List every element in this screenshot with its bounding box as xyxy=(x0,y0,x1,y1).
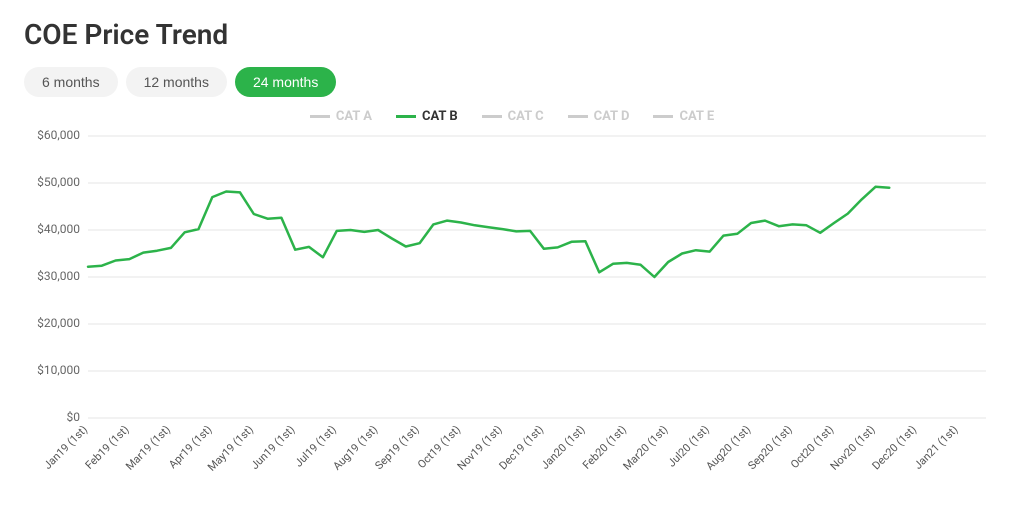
x-tick-label: Jan20 (1st) xyxy=(538,423,587,472)
period-pill-12-months[interactable]: 12 months xyxy=(126,67,227,97)
x-tick-label: Jan21 (1st) xyxy=(912,423,961,472)
x-tick-label: Dec19 (1st) xyxy=(497,423,547,473)
x-tick-label: Nov19 (1st) xyxy=(455,423,505,473)
page-title: COE Price Trend xyxy=(24,18,1000,51)
period-pill-24-months[interactable]: 24 months xyxy=(235,67,336,97)
period-selector: 6 months 12 months 24 months xyxy=(24,67,1000,97)
price-trend-chart: $0 $10,000 $20,000 $30,000 $40,000 $50,000 $60… xyxy=(24,130,1000,510)
legend-label-cat-c: CAT C xyxy=(508,109,544,124)
legend-swatch-cat-d xyxy=(568,115,588,118)
legend-label-cat-b: CAT B xyxy=(422,109,458,124)
x-tick-label: Mar20 (1st) xyxy=(621,423,671,473)
legend-item-cat-b[interactable]: CAT B xyxy=(396,109,458,124)
y-tick-label: $0 xyxy=(67,410,81,424)
x-tick-label: Aug19 (1st) xyxy=(330,423,380,473)
legend-item-cat-e[interactable]: CAT E xyxy=(653,109,714,124)
chart-legend: CAT A CAT B CAT C CAT D CAT E xyxy=(24,109,1000,124)
period-pill-6-months[interactable]: 6 months xyxy=(24,67,118,97)
legend-item-cat-c[interactable]: CAT C xyxy=(482,109,544,124)
legend-swatch-cat-a xyxy=(310,115,330,118)
legend-label-cat-e: CAT E xyxy=(679,109,714,124)
legend-label-cat-a: CAT A xyxy=(336,109,372,124)
x-tick-label: Aug20 (1st) xyxy=(703,423,753,473)
y-tick-label: $60,000 xyxy=(37,130,80,142)
x-tick-label: Sep20 (1st) xyxy=(745,423,794,472)
x-tick-label: Dec20 (1st) xyxy=(870,423,920,473)
legend-swatch-cat-b xyxy=(396,115,416,118)
x-tick-label: Jun19 (1st) xyxy=(248,423,297,472)
legend-swatch-cat-e xyxy=(653,115,673,118)
y-tick-label: $10,000 xyxy=(37,363,80,377)
y-tick-label: $20,000 xyxy=(37,316,80,330)
x-tick-label: Nov20 (1st) xyxy=(828,423,878,473)
legend-item-cat-d[interactable]: CAT D xyxy=(568,109,630,124)
legend-item-cat-a[interactable]: CAT A xyxy=(310,109,372,124)
x-tick-label: Jan19 (1st) xyxy=(41,423,90,472)
y-tick-label: $40,000 xyxy=(37,222,80,236)
legend-swatch-cat-c xyxy=(482,115,502,118)
x-tick-label: Mar19 (1st) xyxy=(123,423,173,473)
x-tick-label: Sep19 (1st) xyxy=(372,423,421,472)
legend-label-cat-d: CAT D xyxy=(594,109,630,124)
series-line-cat-b xyxy=(88,187,889,277)
y-tick-label: $30,000 xyxy=(37,269,80,283)
y-tick-label: $50,000 xyxy=(37,175,80,189)
